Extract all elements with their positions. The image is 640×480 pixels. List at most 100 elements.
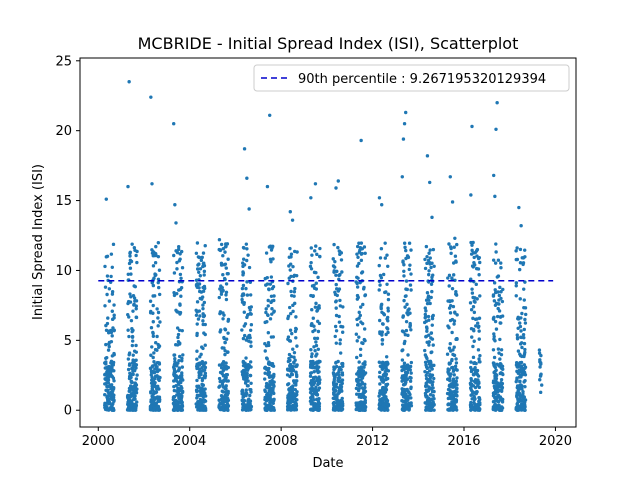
data-point <box>177 328 182 332</box>
data-point <box>332 377 337 381</box>
data-point <box>429 331 434 335</box>
data-point <box>200 345 204 349</box>
data-point <box>131 369 135 373</box>
data-point <box>131 293 136 298</box>
x-tick-label: 2000 <box>82 434 115 449</box>
data-point <box>310 383 314 387</box>
data-point <box>402 121 407 126</box>
data-point <box>174 221 178 225</box>
data-point <box>455 242 459 247</box>
data-point <box>380 387 385 391</box>
data-point <box>245 315 249 320</box>
data-point <box>402 274 406 278</box>
data-point <box>244 388 248 392</box>
data-point <box>355 392 359 396</box>
data-point <box>338 250 342 254</box>
data-point <box>357 316 361 320</box>
data-point <box>338 379 343 384</box>
data-point <box>355 252 359 256</box>
data-point <box>470 368 474 372</box>
data-point <box>314 354 318 358</box>
data-point <box>219 328 223 332</box>
data-point <box>338 298 342 303</box>
data-point <box>309 389 314 393</box>
data-point <box>109 274 113 279</box>
data-point <box>472 255 476 260</box>
data-point <box>519 224 523 228</box>
data-point <box>432 376 436 381</box>
data-point <box>291 309 295 314</box>
data-point <box>491 258 496 262</box>
data-point <box>331 257 335 261</box>
data-point <box>404 395 408 399</box>
data-point <box>518 247 523 252</box>
data-point <box>383 256 388 260</box>
data-point <box>404 328 409 333</box>
data-point <box>377 375 382 379</box>
data-point <box>476 348 481 352</box>
data-point <box>515 395 519 399</box>
data-point <box>340 330 345 334</box>
data-point <box>131 372 135 377</box>
data-point <box>295 398 299 402</box>
data-point <box>404 399 408 403</box>
data-point <box>221 317 225 321</box>
data-point <box>312 345 316 349</box>
data-point <box>263 371 267 375</box>
data-point <box>355 285 360 289</box>
data-point <box>290 404 294 408</box>
data-point <box>469 308 474 312</box>
data-point <box>518 373 523 378</box>
data-point <box>289 274 293 279</box>
data-point <box>491 379 496 383</box>
data-point <box>129 394 133 398</box>
x-tick-label: 2004 <box>173 434 206 449</box>
data-point <box>334 313 339 318</box>
data-point <box>499 290 503 294</box>
data-point <box>499 261 503 265</box>
data-point <box>452 397 457 402</box>
data-point <box>155 334 159 339</box>
data-point <box>134 366 138 370</box>
data-point <box>408 392 412 397</box>
data-point <box>355 244 360 249</box>
data-point <box>240 398 244 402</box>
data-point <box>224 387 228 391</box>
data-point <box>331 264 336 268</box>
data-point <box>515 246 519 250</box>
data-point <box>225 272 230 276</box>
data-point <box>309 402 313 406</box>
data-point <box>519 335 523 339</box>
data-point <box>382 372 387 376</box>
data-point <box>112 379 116 383</box>
data-point <box>148 406 153 410</box>
data-point <box>521 372 525 376</box>
data-point <box>314 281 318 285</box>
data-point <box>523 384 527 389</box>
data-point <box>130 408 135 412</box>
data-point <box>150 387 154 391</box>
data-point <box>339 258 344 262</box>
data-point <box>309 323 314 328</box>
data-point <box>103 393 107 397</box>
data-point <box>133 248 137 253</box>
data-point <box>477 408 482 412</box>
data-point <box>358 248 362 252</box>
data-point <box>453 236 457 241</box>
data-point <box>402 361 407 365</box>
data-point <box>174 383 178 388</box>
data-point <box>334 306 338 310</box>
data-point <box>105 292 109 297</box>
data-point <box>450 357 454 362</box>
data-point <box>316 329 321 334</box>
data-point <box>112 328 116 333</box>
data-point <box>518 261 523 265</box>
data-point <box>403 245 407 250</box>
data-point <box>446 402 450 407</box>
data-point <box>126 301 130 306</box>
data-point <box>521 396 525 400</box>
data-point <box>357 241 361 245</box>
data-point <box>520 384 524 388</box>
data-point <box>447 346 452 350</box>
data-point <box>404 372 409 376</box>
